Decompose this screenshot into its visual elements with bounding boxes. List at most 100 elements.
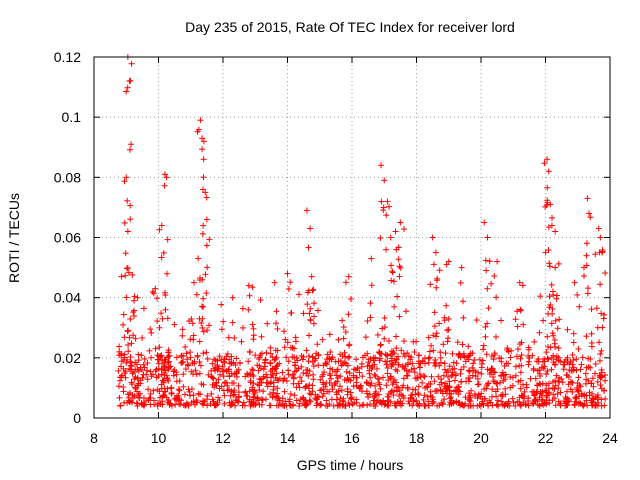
data-point — [474, 369, 481, 376]
data-point — [310, 371, 317, 378]
data-point — [333, 396, 340, 403]
data-point — [323, 380, 330, 387]
data-point — [534, 382, 541, 389]
data-point — [403, 308, 410, 315]
data-point — [421, 392, 428, 399]
data-point — [283, 354, 290, 361]
data-point — [127, 362, 134, 369]
data-point — [490, 356, 497, 363]
data-point — [245, 282, 252, 289]
data-point — [135, 351, 142, 358]
data-point — [430, 399, 437, 406]
x-tick-label: 24 — [602, 430, 618, 446]
data-point — [287, 391, 294, 398]
data-point — [378, 198, 385, 205]
data-point — [287, 279, 294, 286]
data-point — [507, 374, 514, 381]
data-point — [460, 314, 467, 321]
data-point — [583, 240, 590, 247]
data-point — [284, 270, 291, 277]
data-point — [447, 395, 454, 402]
data-point — [584, 290, 591, 297]
data-point — [132, 374, 139, 381]
data-point — [583, 252, 590, 259]
data-point — [430, 347, 437, 354]
data-point — [263, 371, 270, 378]
data-point — [365, 359, 372, 366]
data-point — [425, 334, 432, 341]
data-point — [540, 365, 547, 372]
data-point — [218, 383, 225, 390]
data-point — [566, 360, 573, 367]
data-point — [396, 313, 403, 320]
data-point — [125, 348, 132, 355]
data-point — [312, 395, 319, 402]
data-point — [267, 360, 274, 367]
data-point — [190, 279, 197, 286]
data-point — [425, 359, 432, 366]
data-point — [244, 392, 251, 399]
data-point — [392, 228, 399, 235]
data-point — [518, 339, 525, 346]
data-point — [343, 360, 350, 367]
data-point — [504, 345, 511, 352]
data-point — [390, 349, 397, 356]
data-point — [159, 377, 166, 384]
data-point — [502, 385, 509, 392]
data-point — [139, 374, 146, 381]
data-point — [172, 401, 179, 408]
data-point — [270, 383, 277, 390]
data-point — [410, 338, 417, 345]
data-point — [384, 397, 391, 404]
data-point — [249, 384, 256, 391]
data-point — [517, 307, 524, 314]
data-point — [514, 308, 521, 315]
data-point — [356, 369, 363, 376]
data-point — [551, 361, 558, 368]
data-point — [407, 394, 414, 401]
data-point — [183, 350, 190, 357]
data-point — [115, 367, 122, 374]
data-point — [442, 350, 449, 357]
data-point — [156, 344, 163, 351]
data-point — [375, 391, 382, 398]
data-point — [284, 339, 291, 346]
data-point — [305, 358, 312, 365]
data-point — [583, 262, 590, 269]
data-point — [588, 380, 595, 387]
data-point — [388, 262, 395, 269]
data-point — [429, 234, 436, 241]
data-point — [520, 399, 527, 406]
data-point — [168, 402, 175, 409]
data-point — [126, 146, 133, 153]
data-point — [154, 295, 161, 302]
data-point — [122, 250, 129, 257]
data-point — [480, 401, 487, 408]
data-point — [575, 345, 582, 352]
data-point — [360, 401, 367, 408]
data-point — [327, 372, 334, 379]
data-point — [588, 306, 595, 313]
data-point — [211, 356, 218, 363]
data-point — [598, 366, 605, 373]
data-point — [543, 371, 550, 378]
x-tick-label: 16 — [344, 430, 360, 446]
data-point — [531, 392, 538, 399]
data-point — [276, 397, 283, 404]
data-point — [430, 332, 437, 339]
data-point — [551, 395, 558, 402]
data-point — [364, 350, 371, 357]
data-point — [206, 322, 213, 329]
data-point — [510, 399, 517, 406]
data-point — [258, 333, 265, 340]
data-point — [258, 350, 265, 357]
data-point — [396, 263, 403, 270]
data-point — [126, 334, 133, 341]
data-point — [448, 372, 455, 379]
data-point — [571, 402, 578, 409]
data-point — [170, 368, 177, 375]
data-point — [443, 385, 450, 392]
data-point — [543, 401, 550, 408]
data-point — [385, 337, 392, 344]
